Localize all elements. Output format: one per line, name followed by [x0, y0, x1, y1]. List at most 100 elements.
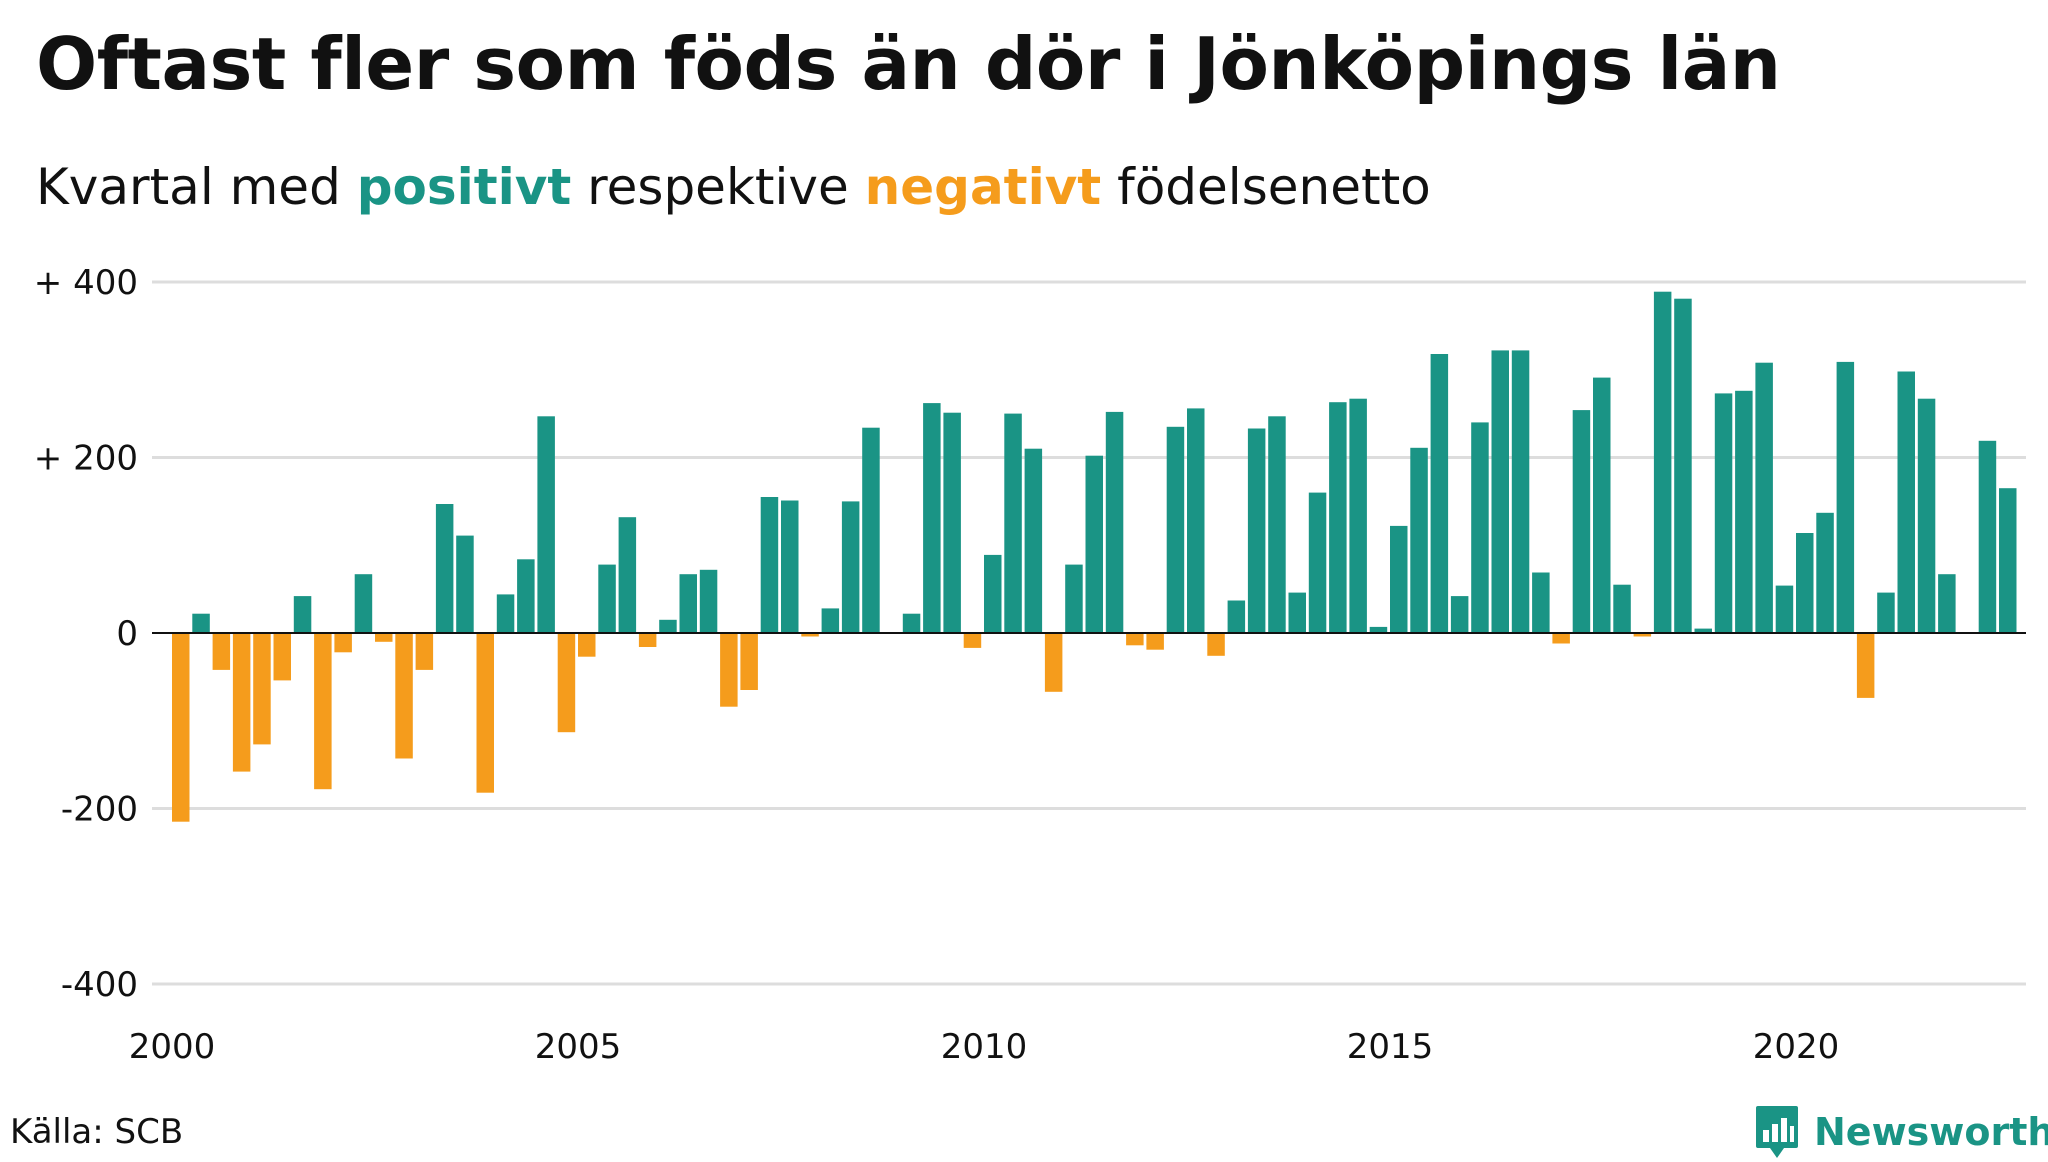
bar-2004-q1 — [496, 594, 515, 633]
bar-2018-q2 — [1653, 291, 1672, 633]
bar-2021-q3 — [1917, 398, 1936, 633]
bar-2004-q4 — [557, 633, 576, 733]
bar-2005-q2 — [598, 564, 616, 633]
newsworthy-logo-icon — [1756, 1106, 1798, 1158]
bar-2018-q3 — [1674, 298, 1692, 633]
bar-2019-q4 — [1775, 585, 1794, 633]
bar-2014-q3 — [1349, 398, 1367, 633]
bar-2016-q4 — [1532, 572, 1550, 633]
y-tick-label: -200 — [61, 790, 138, 830]
bar-2013-q4 — [1288, 592, 1306, 633]
bar-2016-q2 — [1491, 350, 1509, 633]
bar-2007-q2 — [760, 497, 779, 633]
brand-name: Newsworthy — [1814, 1110, 2048, 1154]
bar-2002-q4 — [395, 633, 413, 759]
bars — [172, 291, 2017, 822]
bar-2013-q2 — [1247, 428, 1266, 633]
x-tick-label: 2020 — [1753, 1027, 1840, 1067]
bar-2007-q1 — [740, 633, 758, 690]
y-axis-labels: + 400 + 200 0 -200 -400 — [34, 263, 138, 1005]
subtitle-positive-word: positivt — [356, 158, 572, 216]
bar-2005-q3 — [618, 517, 637, 633]
bar-2004-q3 — [537, 416, 555, 633]
y-tick-label: -400 — [61, 965, 138, 1005]
bar-2010-q4 — [1044, 633, 1063, 692]
bar-2009-q4 — [963, 633, 982, 648]
bar-2022-q3 — [1999, 488, 2017, 633]
bar-2008-q2 — [841, 501, 860, 633]
x-tick-label: 2000 — [129, 1027, 216, 1067]
bar-2008-q3 — [862, 427, 880, 633]
bar-2009-q2 — [923, 403, 941, 633]
subtitle-prefix: Kvartal med — [36, 158, 357, 216]
bar-2003-q2 — [435, 504, 454, 633]
bar-2015-q3 — [1430, 354, 1449, 633]
subtitle-negative-word: negativt — [864, 158, 1102, 216]
bar-2017-q2 — [1572, 410, 1591, 633]
bar-2010-q3 — [1024, 448, 1043, 633]
bar-2020-q3 — [1836, 361, 1855, 633]
bar-2022-q2 — [1978, 440, 1997, 633]
y-tick-label: + 400 — [34, 263, 138, 303]
bar-2020-q1 — [1796, 533, 1814, 633]
bar-2017-q4 — [1613, 584, 1631, 633]
bar-2016-q1 — [1471, 422, 1489, 633]
bar-2000-q4 — [232, 633, 251, 772]
bar-2002-q3 — [375, 633, 393, 642]
bar-2015-q1 — [1390, 525, 1408, 633]
bar-2013-q3 — [1268, 416, 1286, 633]
bar-2009-q3 — [943, 412, 961, 633]
bar-2007-q3 — [781, 500, 799, 633]
bar-2012-q3 — [1187, 408, 1205, 633]
subtitle-middle: respektive — [571, 158, 865, 216]
bar-2006-q2 — [679, 574, 697, 633]
bar-2005-q1 — [578, 633, 596, 657]
bar-2011-q2 — [1085, 455, 1103, 633]
bar-2001-q3 — [293, 596, 312, 633]
x-tick-label: 2005 — [535, 1027, 622, 1067]
bar-2001-q1 — [253, 633, 271, 745]
bar-2012-q2 — [1166, 426, 1185, 633]
bar-2021-q4 — [1938, 574, 1956, 633]
bar-2019-q2 — [1735, 390, 1753, 633]
bar-2011-q3 — [1105, 411, 1124, 633]
brand-logo: Newsworthy — [1754, 1102, 2048, 1162]
x-axis-labels: 2000 2005 2010 2015 2020 — [129, 1027, 1840, 1067]
bar-2014-q4 — [1369, 626, 1388, 633]
bar-2006-q3 — [699, 569, 718, 633]
bar-2014-q1 — [1308, 492, 1327, 633]
bar-2015-q2 — [1410, 447, 1428, 633]
bar-2005-q4 — [638, 633, 657, 647]
bar-2007-q4 — [801, 633, 819, 637]
chart-title: Oftast fler som föds än dör i Jönköpings… — [36, 22, 1781, 106]
bar-2000-q3 — [212, 633, 231, 670]
bar-2006-q1 — [659, 619, 677, 633]
x-tick-label: 2015 — [1347, 1027, 1434, 1067]
bar-2014-q2 — [1329, 402, 1347, 633]
bar-2011-q1 — [1065, 564, 1083, 633]
bar-2018-q1 — [1633, 633, 1652, 637]
bar-2006-q4 — [720, 633, 738, 707]
bar-chart: + 400 + 200 0 -200 -400 2000 2005 2010 2015 2020 — [34, 263, 2026, 1067]
subtitle-suffix: födelsenetto — [1101, 158, 1431, 216]
bar-2020-q4 — [1856, 633, 1875, 698]
bar-2009-q1 — [902, 613, 921, 633]
bar-2020-q2 — [1816, 512, 1834, 633]
bar-2004-q2 — [517, 559, 535, 633]
bar-2010-q1 — [984, 554, 1002, 633]
bar-2003-q1 — [415, 633, 434, 670]
bar-2003-q4 — [476, 633, 494, 793]
y-tick-label: + 200 — [34, 439, 138, 479]
bar-2002-q1 — [334, 633, 352, 653]
bar-2000-q2 — [192, 613, 210, 633]
bar-2012-q4 — [1207, 633, 1225, 656]
bar-2003-q3 — [456, 535, 474, 633]
y-tick-label: 0 — [116, 614, 138, 654]
bar-2017-q3 — [1593, 377, 1611, 633]
bar-2015-q4 — [1450, 596, 1469, 633]
bar-2021-q2 — [1897, 371, 1915, 633]
bar-2013-q1 — [1227, 600, 1246, 633]
bar-2021-q1 — [1877, 592, 1895, 633]
source-note: Källa: SCB — [10, 1112, 184, 1152]
bar-2001-q4 — [314, 633, 332, 790]
